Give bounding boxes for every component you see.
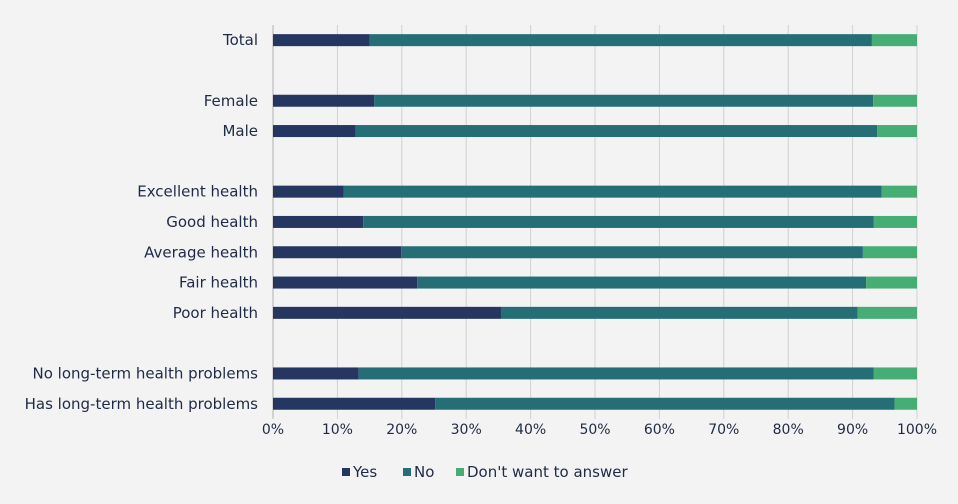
bar-segment xyxy=(873,215,917,228)
bar-segment xyxy=(273,246,402,259)
category-label: Average health xyxy=(144,243,258,261)
bar-segment xyxy=(374,94,874,107)
legend-swatch xyxy=(342,468,350,476)
category-label: Female xyxy=(204,92,258,110)
bar-segment xyxy=(355,125,878,138)
bar-segment xyxy=(873,94,917,107)
bar-segment xyxy=(435,397,895,410)
bar-segment xyxy=(894,397,917,410)
bar-segment xyxy=(862,246,917,259)
category-label: Male xyxy=(222,122,258,140)
x-tick-label: 90% xyxy=(837,422,868,438)
category-label: Fair health xyxy=(179,274,258,292)
bar-segment xyxy=(871,34,917,47)
bar-segment xyxy=(369,34,872,47)
category-label: Excellent health xyxy=(137,183,258,201)
bar-segment xyxy=(273,125,356,138)
x-tick-label: 10% xyxy=(322,422,353,438)
legend-label: Don't want to answer xyxy=(467,463,628,481)
legend-swatch xyxy=(456,468,464,476)
x-tick-label: 30% xyxy=(451,422,482,438)
x-tick-label: 70% xyxy=(708,422,739,438)
bar-segment xyxy=(273,397,436,410)
x-tick-label: 0% xyxy=(262,422,284,438)
bar-segment xyxy=(273,34,370,47)
bar-segment xyxy=(343,185,882,198)
x-tick-label: 50% xyxy=(579,422,610,438)
bar-segment xyxy=(273,276,418,289)
x-tick-label: 20% xyxy=(386,422,417,438)
legend: Yes No Don't want to answer xyxy=(342,463,628,481)
bar-segment xyxy=(500,306,858,319)
x-tick-labels: 0% 10% 20% 30% 40% 50% 60% 70% 80% 90% 100% xyxy=(262,422,937,438)
bar-segment xyxy=(273,215,364,228)
legend-label: No xyxy=(414,463,434,481)
legend-swatch xyxy=(403,468,411,476)
bar-segment xyxy=(873,367,917,380)
category-label: Good health xyxy=(166,213,258,231)
x-tick-label: 100% xyxy=(897,422,937,438)
bar-segment xyxy=(417,276,867,289)
bar-segment xyxy=(273,185,344,198)
bar-segment xyxy=(857,306,917,319)
bar-segment xyxy=(358,367,874,380)
bar-segment xyxy=(363,215,874,228)
category-label: No long-term health problems xyxy=(33,364,259,382)
x-tick-label: 60% xyxy=(644,422,675,438)
bar-segment xyxy=(881,185,917,198)
bar-segment xyxy=(273,94,375,107)
category-labels: Total Female Male Excellent health Good heal… xyxy=(25,31,259,413)
category-label: Total xyxy=(222,31,258,49)
bars xyxy=(273,34,917,410)
category-label: Poor health xyxy=(173,304,258,322)
x-tick-label: 80% xyxy=(773,422,804,438)
bar-segment xyxy=(401,246,863,259)
bar-segment xyxy=(273,306,501,319)
x-tick-label: 40% xyxy=(515,422,546,438)
category-label: Has long-term health problems xyxy=(25,395,259,413)
bar-segment xyxy=(866,276,917,289)
bar-segment xyxy=(877,125,917,138)
legend-label: Yes xyxy=(352,463,377,481)
bar-segment xyxy=(273,367,359,380)
